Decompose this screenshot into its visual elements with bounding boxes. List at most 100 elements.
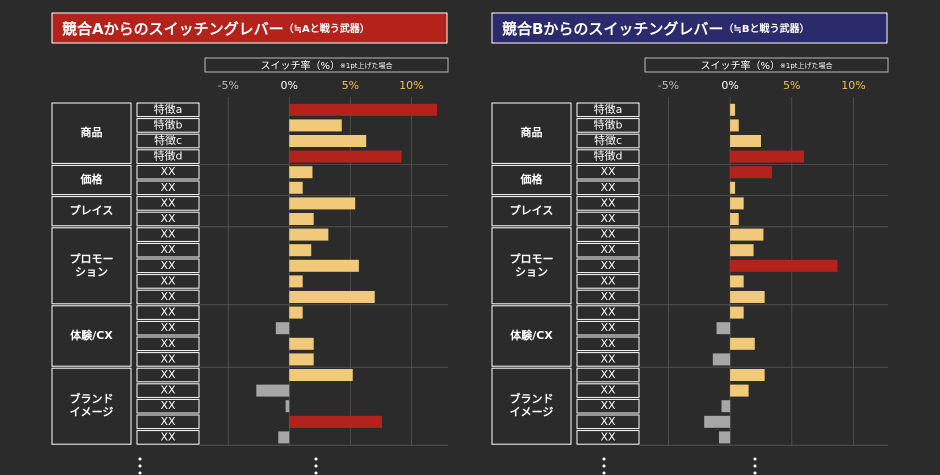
group-label: イメージ	[510, 406, 554, 419]
row-label: XX	[160, 228, 176, 241]
x-tick-label: 10%	[841, 79, 865, 92]
bar	[256, 384, 290, 397]
group-label: ション	[75, 265, 108, 278]
title-main: 競合Aからのスイッチングレバー	[62, 20, 284, 38]
row-label-box	[576, 289, 640, 305]
bar	[289, 181, 303, 194]
bar	[730, 384, 749, 397]
row-label: XX	[600, 415, 616, 428]
bar	[730, 135, 761, 147]
bar	[730, 181, 736, 194]
row-label-box	[136, 383, 200, 398]
bar	[730, 228, 764, 241]
row-label: XX	[600, 306, 616, 319]
title-sub: （≒Bと戦う武器）	[723, 22, 809, 35]
row-label-box	[576, 414, 640, 430]
group-box	[491, 102, 572, 164]
bar	[730, 166, 773, 179]
bar	[730, 197, 744, 210]
group-label: ブランド	[70, 392, 114, 406]
axis-note: ※1pt上げた場合	[340, 61, 393, 70]
bar	[289, 135, 367, 147]
row-label-box	[136, 242, 200, 258]
group-label: イメージ	[70, 406, 114, 419]
row-label: XX	[600, 212, 616, 225]
bar	[289, 103, 438, 116]
row-label-box	[136, 180, 200, 196]
x-tick-label: 0%	[281, 79, 298, 92]
row-label-box	[136, 352, 200, 367]
group-label: プレイス	[510, 203, 554, 217]
axis-title: スイッチ率（%）	[700, 59, 780, 72]
row-label: XX	[160, 306, 176, 319]
axis-title: スイッチ率（%）	[260, 59, 340, 72]
row-label: XX	[160, 415, 176, 428]
row-label: XX	[160, 181, 176, 194]
title-box	[51, 12, 448, 44]
row-label-box	[136, 367, 200, 383]
group-label: 商品	[81, 125, 103, 139]
x-tick-label: 5%	[783, 79, 800, 92]
row-label-box	[576, 180, 640, 196]
bar	[289, 228, 329, 241]
bar	[730, 291, 765, 303]
row-label-box	[136, 305, 200, 320]
bar	[712, 353, 731, 366]
row-label: 特徴d	[154, 149, 183, 163]
bar	[730, 103, 736, 116]
row-label: 特徴c	[154, 133, 182, 147]
bar	[289, 306, 303, 319]
group-label: 価格	[80, 172, 104, 186]
row-label: 特徴b	[594, 117, 623, 131]
row-label-box	[136, 258, 200, 274]
group-box	[51, 305, 132, 367]
bar	[730, 369, 765, 381]
row-label-box	[136, 320, 200, 336]
row-label: XX	[600, 352, 616, 365]
row-label: 特徴b	[154, 117, 183, 131]
row-label-box	[136, 118, 200, 133]
group-box	[491, 196, 572, 227]
row-label: XX	[160, 274, 176, 287]
continuation-dots	[138, 457, 757, 475]
row-label: XX	[160, 399, 176, 412]
group-box	[491, 367, 572, 445]
axis-note: ※1pt上げた場合	[780, 61, 833, 70]
bar	[289, 119, 342, 132]
group-label: 価格	[520, 172, 544, 186]
row-label-box	[136, 149, 200, 164]
row-label: XX	[600, 243, 616, 256]
row-label-box	[576, 320, 640, 336]
group-label: 体験/CX	[510, 328, 553, 342]
row-label: XX	[600, 228, 616, 241]
row-label: XX	[160, 352, 176, 365]
group-box	[491, 227, 572, 305]
group-box	[491, 305, 572, 367]
row-label: XX	[600, 430, 616, 443]
axis-label: スイッチ率（%）※1pt上げた場合	[700, 59, 832, 72]
row-label-box	[576, 133, 640, 149]
row-label: XX	[160, 290, 176, 303]
bar	[285, 400, 290, 413]
row-label: 特徴c	[594, 133, 622, 147]
row-label-box	[576, 398, 640, 414]
row-label: XX	[160, 212, 176, 225]
row-label-box	[576, 430, 640, 445]
group-box	[51, 227, 132, 305]
row-label-box	[576, 211, 640, 227]
group-label: 商品	[521, 125, 543, 139]
group-label: プロモー	[510, 251, 554, 265]
bar	[289, 353, 314, 366]
bar	[278, 431, 290, 444]
row-label-box	[136, 414, 200, 430]
bar	[730, 275, 744, 288]
row-label-box	[576, 102, 640, 118]
bar	[730, 337, 755, 350]
x-tick-label: 10%	[399, 79, 423, 92]
row-label-box	[136, 289, 200, 305]
group-label: ブランド	[510, 392, 554, 406]
row-label-box	[576, 367, 640, 383]
row-label-box	[576, 258, 640, 274]
bar	[289, 275, 303, 288]
